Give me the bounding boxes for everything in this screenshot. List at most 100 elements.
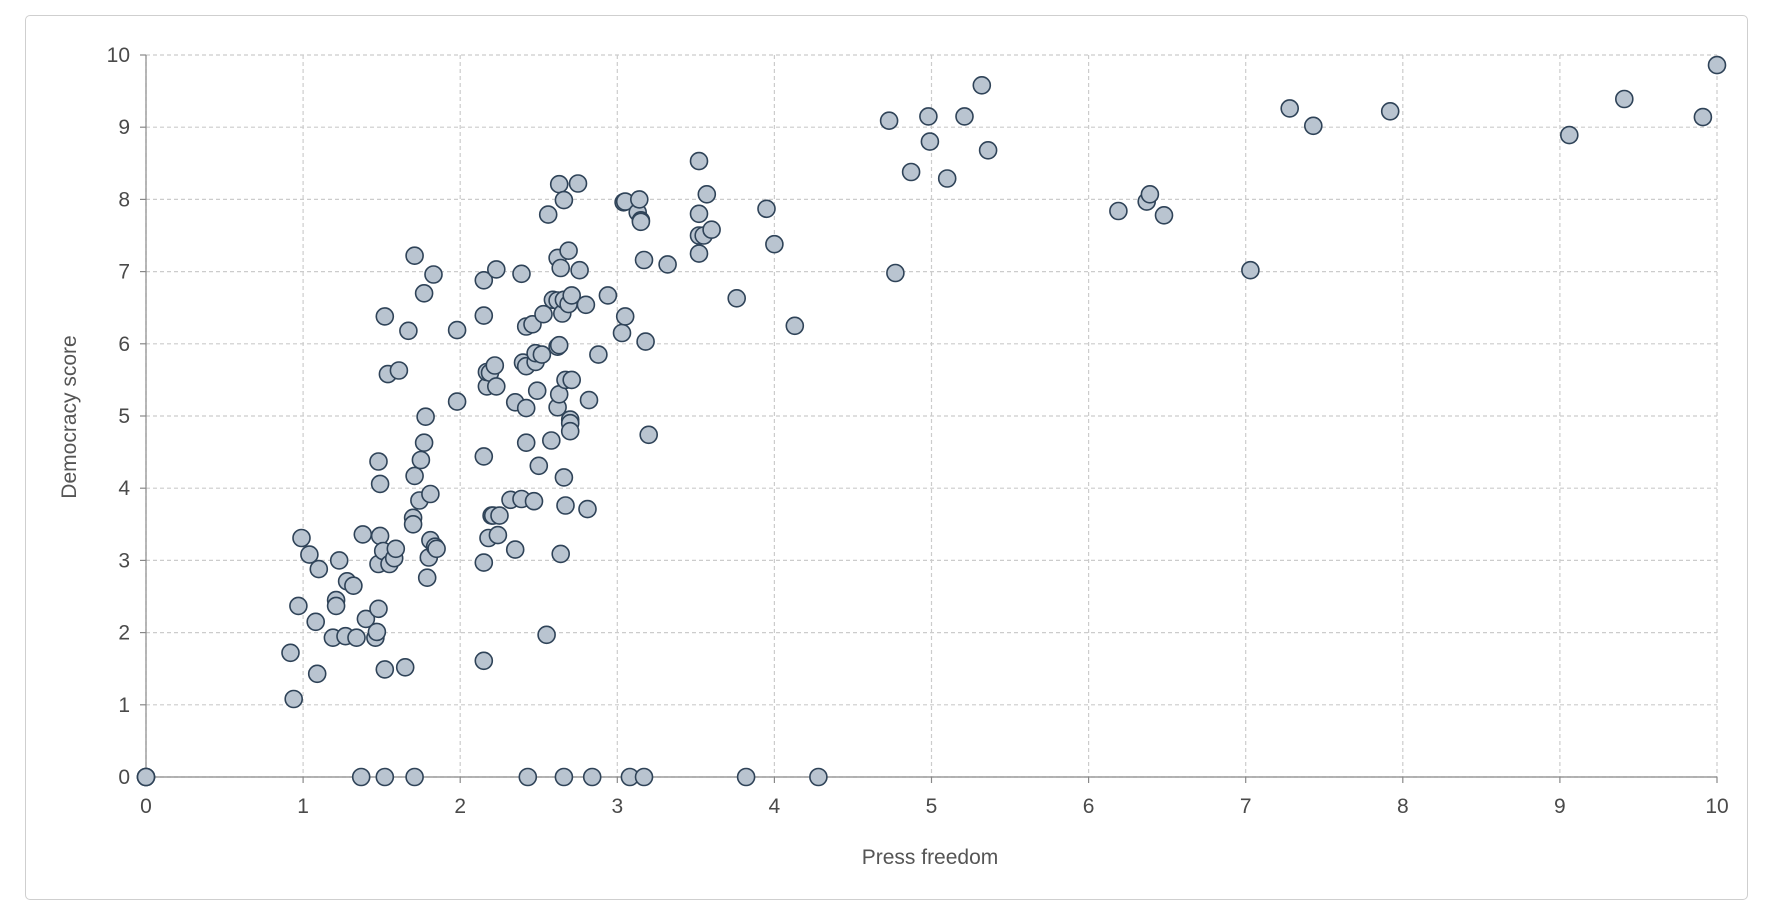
y-tick-label: 7 bbox=[118, 261, 130, 284]
data-point bbox=[395, 657, 415, 677]
data-point bbox=[414, 283, 434, 303]
data-point bbox=[375, 307, 395, 326]
y-tick-label: 9 bbox=[118, 116, 130, 139]
data-point bbox=[424, 265, 443, 284]
data-point bbox=[370, 526, 390, 546]
y-tick-labels: 0 1 2 3 4 5 6 7 8 9 10 bbox=[107, 44, 131, 789]
y-tick-label: 2 bbox=[118, 622, 130, 645]
data-point bbox=[370, 474, 390, 494]
data-point bbox=[529, 456, 549, 476]
data-point bbox=[549, 174, 569, 194]
data-point bbox=[505, 540, 525, 559]
chart-card bbox=[25, 15, 1748, 900]
data-point bbox=[562, 370, 582, 390]
data-point bbox=[972, 76, 992, 95]
data-point bbox=[527, 381, 547, 401]
data-point bbox=[300, 545, 319, 564]
data-point bbox=[582, 767, 602, 787]
data-point bbox=[486, 377, 506, 396]
data-point bbox=[1380, 102, 1400, 121]
data-point bbox=[570, 260, 589, 280]
data-point bbox=[474, 270, 494, 290]
data-point bbox=[389, 361, 409, 380]
x-tick-label: 5 bbox=[926, 795, 938, 818]
data-point bbox=[344, 576, 363, 596]
data-point bbox=[537, 625, 556, 645]
data-point bbox=[920, 132, 940, 151]
data-point bbox=[281, 643, 300, 663]
data-point bbox=[879, 111, 899, 130]
data-point bbox=[447, 392, 467, 411]
data-point bbox=[307, 664, 327, 684]
data-point bbox=[785, 316, 805, 336]
data-point bbox=[629, 190, 649, 209]
data-point bbox=[1560, 125, 1579, 145]
data-point bbox=[562, 286, 582, 305]
data-point bbox=[367, 622, 387, 642]
data-point bbox=[421, 484, 440, 504]
data-point bbox=[634, 767, 654, 787]
data-point bbox=[1154, 206, 1174, 225]
data-point bbox=[1304, 116, 1323, 136]
x-tick-label: 8 bbox=[1397, 795, 1409, 818]
data-point bbox=[532, 345, 552, 364]
x-tick-labels: 0 1 2 3 4 5 6 7 8 9 10 bbox=[140, 795, 1729, 818]
y-tick-label: 10 bbox=[107, 44, 130, 67]
x-tick-label: 0 bbox=[140, 795, 152, 818]
data-point bbox=[486, 260, 506, 279]
data-points bbox=[136, 55, 1727, 787]
data-point bbox=[416, 407, 435, 427]
data-point bbox=[329, 551, 349, 570]
data-point bbox=[1140, 185, 1160, 204]
data-point bbox=[427, 539, 446, 559]
x-tick-label: 3 bbox=[611, 795, 623, 818]
x-tick-label: 10 bbox=[1705, 795, 1728, 818]
data-point bbox=[411, 450, 431, 470]
y-tick-label: 4 bbox=[118, 477, 130, 500]
data-point bbox=[488, 525, 508, 545]
data-point bbox=[326, 596, 346, 616]
data-point bbox=[375, 660, 395, 679]
data-point bbox=[919, 107, 938, 126]
data-point bbox=[631, 212, 651, 232]
data-point bbox=[556, 496, 575, 515]
data-point bbox=[639, 425, 659, 445]
data-point bbox=[549, 335, 569, 355]
y-tick-label: 1 bbox=[118, 694, 130, 717]
data-point bbox=[347, 628, 366, 648]
data-point bbox=[551, 544, 571, 564]
data-point bbox=[568, 174, 588, 193]
data-point bbox=[955, 107, 974, 126]
data-point bbox=[417, 568, 437, 588]
data-point bbox=[405, 246, 424, 265]
data-point bbox=[474, 447, 494, 466]
data-point bbox=[689, 244, 709, 263]
y-tick-label: 8 bbox=[118, 188, 130, 211]
data-point bbox=[405, 466, 424, 486]
y-tick-label: 3 bbox=[118, 549, 130, 572]
data-point bbox=[447, 320, 467, 340]
data-point bbox=[702, 220, 721, 239]
data-point bbox=[554, 468, 574, 487]
data-point bbox=[589, 345, 608, 364]
data-point bbox=[576, 295, 596, 315]
data-point bbox=[474, 553, 494, 572]
data-point bbox=[551, 258, 571, 278]
data-point bbox=[541, 431, 561, 450]
data-point bbox=[369, 599, 388, 619]
x-tick-label: 7 bbox=[1240, 795, 1252, 818]
data-point bbox=[356, 609, 376, 629]
data-point bbox=[978, 141, 998, 160]
x-tick-label: 6 bbox=[1083, 795, 1095, 818]
data-point bbox=[697, 185, 717, 204]
data-point bbox=[757, 199, 776, 219]
data-point bbox=[736, 767, 756, 787]
data-point bbox=[937, 169, 957, 188]
data-point bbox=[1109, 201, 1128, 221]
data-point bbox=[306, 612, 326, 632]
y-tick-label: 5 bbox=[118, 405, 130, 428]
data-point bbox=[1693, 107, 1713, 127]
x-tick-label: 1 bbox=[297, 795, 309, 818]
data-point bbox=[901, 162, 921, 182]
